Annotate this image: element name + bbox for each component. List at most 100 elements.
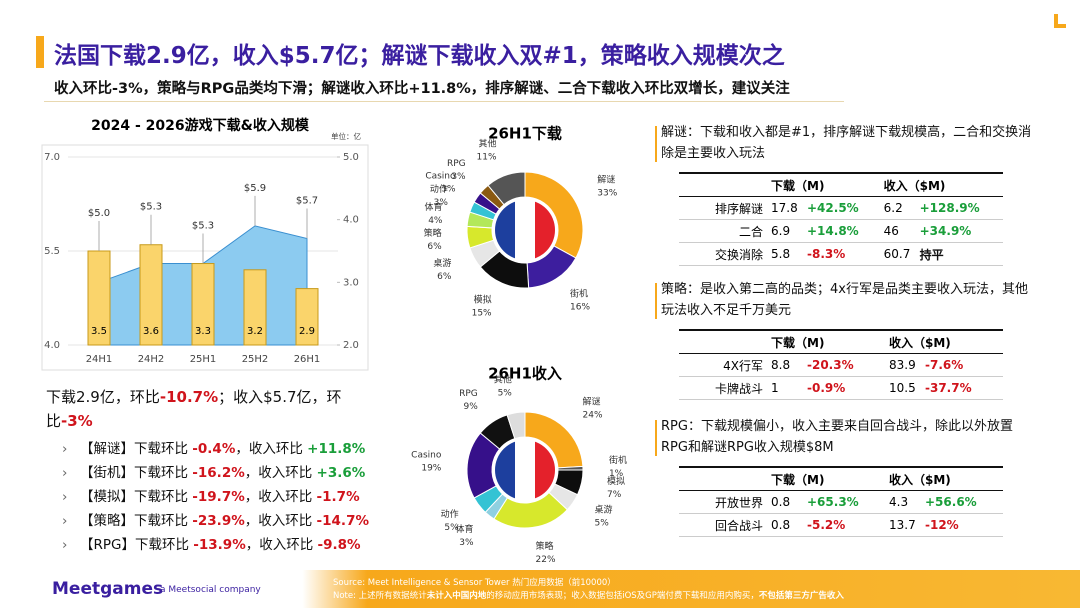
bullet-part: 【解谜】下载环比	[80, 441, 193, 457]
bullet-arrow: ›	[62, 537, 68, 553]
bullet-arrow: ›	[62, 441, 68, 457]
slice-name: 街机	[609, 454, 627, 466]
y-tick-label: 4.0	[44, 340, 60, 351]
table-row: 开放世界 0.8 +65.3% 4.3 +56.6%	[679, 491, 1003, 514]
flag-stripe	[535, 200, 555, 260]
table-cell: -37.7%	[925, 381, 972, 395]
x-tick-label: 24H1	[86, 354, 113, 365]
table-cell: +34.9%	[919, 224, 972, 238]
table-cell: 4.3	[889, 495, 909, 509]
flag-stripe	[495, 440, 515, 500]
table-cell: 0.8	[771, 518, 791, 532]
table-cell: 10.5	[889, 381, 916, 395]
section: 策略：是收入第二高的品类；4x行军是品类主要收入玩法，其他玩法收入不足千万美元下…	[655, 279, 1035, 400]
slice-name: 体育	[456, 523, 474, 535]
bullet: › 【街机】下载环比 -16.2%，收入环比 +3.6%	[62, 461, 369, 485]
bullet-part: -14.7%	[316, 513, 369, 529]
slice-label: 9%	[464, 402, 479, 412]
slice-name: 桌游	[594, 504, 612, 516]
table-cell: 回合战斗	[714, 518, 763, 533]
bullet: › 【策略】下载环比 -23.9%，收入环比 -14.7%	[62, 509, 369, 533]
title: 法国下载2.9亿，收入$5.7亿；解谜下载收入双#1，策略收入规模次之	[54, 43, 785, 69]
slice-label: 11%	[477, 152, 497, 162]
bar	[295, 288, 319, 346]
bullet-part: -13.9%	[193, 537, 246, 553]
table-row: 4X行军 8.8 -20.3% 83.9 -7.6%	[679, 354, 1003, 377]
slice-label: 1%	[609, 469, 624, 479]
section-bar	[655, 126, 657, 162]
section: RPG：下载规模偏小，收入主要来自回合战斗，除此以外放置RPG和解谜RPG收入规…	[655, 416, 1035, 537]
table-cell: 0.8	[771, 495, 791, 509]
x-tick-label: 24H2	[138, 354, 165, 365]
flag-stripe	[515, 440, 535, 500]
section: 解谜：下载和收入都是#1，排序解谜下载规模高，二合和交换消除是主要收入玩法下载（…	[655, 122, 1035, 266]
slice-name: 其他	[479, 137, 497, 149]
slice-label: 4%	[428, 216, 443, 226]
slice-label: 15%	[472, 309, 492, 319]
table-cell: 6.9	[771, 224, 791, 238]
note-part: 不包括第三方广告收入	[758, 591, 844, 601]
bar	[243, 269, 267, 346]
area-label: $5.9	[244, 183, 266, 194]
table-row: 卡牌战斗 1 -0.9% 10.5 -37.7%	[679, 377, 1003, 400]
bullet-part: +3.6%	[316, 465, 366, 481]
y2-tick-label: 4.0	[343, 215, 359, 226]
slice-name: 解谜	[597, 174, 615, 186]
area-label: $5.3	[140, 202, 162, 213]
note-part: 未计入中国内地	[426, 591, 487, 601]
table-row: 二合 6.9 +14.8% 46 +34.9%	[679, 220, 1003, 243]
logo: Meetgames	[52, 579, 164, 599]
table-cell: 持平	[919, 247, 944, 262]
bullet: › 【模拟】下载环比 -19.7%，收入环比 -1.7%	[62, 485, 369, 509]
slice-label: 7%	[607, 490, 622, 500]
donut-slice	[487, 171, 526, 206]
slice-name: 桌游	[433, 257, 451, 269]
table-cell: -12%	[925, 518, 959, 532]
table-header: 下载（M) 收入（$M)	[679, 173, 1003, 197]
table-cell: 卡牌战斗	[714, 381, 763, 396]
slice-label: 33%	[597, 189, 617, 199]
slice-label: 3%	[451, 172, 466, 182]
area-label: $5.7	[296, 195, 318, 206]
table: 下载（M) 收入（$M) 4X行军 8.8 -20.3% 83.9 -7.6% 卡牌战斗 1 -0…	[679, 329, 1003, 400]
slice-name: 其他	[494, 374, 512, 386]
bar-label: 2.9	[299, 326, 315, 337]
table-cell: -7.6%	[925, 358, 964, 372]
table-cell: 排序解谜	[714, 201, 763, 216]
bar-label: 3.6	[143, 326, 159, 337]
slice-label: 3%	[434, 198, 449, 208]
flag	[495, 440, 555, 500]
bullet-arrow: ›	[62, 489, 68, 505]
table-cell: 1	[771, 381, 779, 395]
table-cell: 5.8	[771, 247, 791, 261]
x-tick-label: 26H1	[294, 354, 321, 365]
slice-name: 模拟	[474, 294, 492, 306]
bullet-arrow: ›	[62, 465, 68, 481]
corner-mark	[1054, 24, 1066, 28]
x-tick-label: 25H2	[242, 354, 269, 365]
slice-name: Casino	[425, 171, 456, 181]
bullet-part: -23.9%	[192, 513, 245, 529]
bullet-arrow: ›	[62, 513, 68, 529]
table-cell: -8.3%	[807, 247, 846, 261]
table-cell: 60.7	[883, 247, 911, 261]
slice-label: 3%	[459, 538, 474, 548]
table-cell: +65.3%	[807, 495, 859, 509]
bullet-part: +11.8%	[307, 441, 366, 457]
table-row: 排序解谜 17.8 +42.5% 6.2 +128.9%	[679, 197, 1003, 220]
header-cell: 下载（M)	[771, 472, 825, 487]
summary-part: -3%	[61, 412, 93, 430]
bullet: › 【解谜】下载环比 -0.4%，收入环比 +11.8%	[62, 437, 369, 461]
flag	[495, 200, 555, 260]
bullet-part: ，收入环比	[245, 537, 318, 553]
bullet-part: 【策略】下载环比	[80, 513, 193, 529]
bar-label: 3.3	[195, 326, 211, 337]
flag-stripe	[515, 200, 535, 260]
note: Note: 上述所有数据统计未计入中国内地的移动应用市场表现；收入数据包括iOS…	[333, 589, 844, 601]
table-cell: 4X行军	[723, 358, 763, 373]
corner-mark	[1054, 14, 1058, 28]
chart-frame	[41, 144, 369, 371]
section-text: 解谜：下载和收入都是#1，排序解谜下载规模高，二合和交换消除是主要收入玩法	[661, 125, 1032, 161]
